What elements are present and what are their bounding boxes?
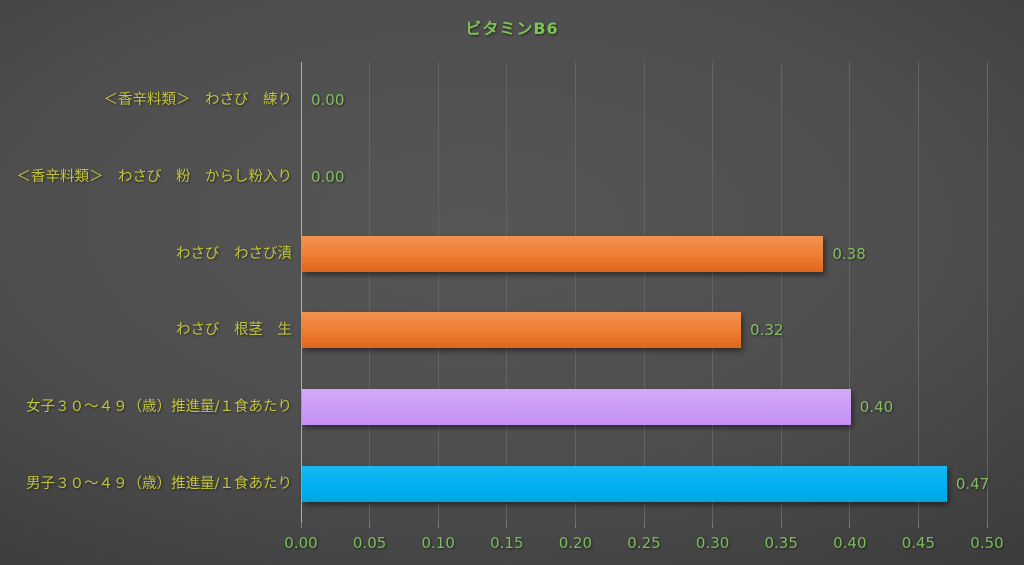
value-label: 0.00 <box>311 91 345 110</box>
x-tick-label: 0.15 <box>490 534 524 552</box>
gridline <box>986 62 988 522</box>
x-tick-label: 0.50 <box>970 534 1004 552</box>
value-label: 0.32 <box>750 321 784 340</box>
gridline <box>369 62 371 522</box>
chart-title: ビタミンB6 <box>465 19 559 38</box>
gridline <box>643 62 645 522</box>
axis-tick <box>917 522 919 528</box>
category-axis: ＜香辛料類＞ わさび 練り ＜香辛料類＞ わさび 粉 からし粉入りわさび わさび漬… <box>0 62 293 522</box>
bar-orange <box>302 312 742 349</box>
bar-orange <box>302 235 824 272</box>
category-label: 女子３０～４９（歳）推進量/１食あたり <box>26 399 292 415</box>
axis-tick <box>986 522 988 528</box>
gridline <box>712 62 714 522</box>
value-label: 0.47 <box>955 474 990 493</box>
category-label: ＜香辛料類＞ わさび 粉 からし粉入り <box>16 169 293 185</box>
gridline <box>574 62 576 522</box>
gridline <box>506 62 508 522</box>
gridline <box>437 62 439 522</box>
axis-tick <box>574 522 576 528</box>
bar-blue <box>302 465 947 502</box>
category-label: わさび わさび漬 <box>176 245 292 262</box>
axis-tick <box>712 522 714 528</box>
category-label: 男子３０～４９（歳）推進量/１食あたり <box>26 475 292 492</box>
x-tick-label: 0.10 <box>421 534 455 552</box>
gridline <box>917 62 919 522</box>
axis-tick <box>643 522 645 528</box>
axis-tick <box>369 522 371 528</box>
plot-area: 0.00 0.05 0.10 0.15 0.20 0.25 0.30 0.35 0.40 0.45… <box>284 62 1004 552</box>
x-tick-label: 0.20 <box>558 534 593 552</box>
x-tick-label: 0.30 <box>695 534 730 552</box>
value-label: 0.40 <box>859 398 894 416</box>
axis-tick <box>849 522 851 528</box>
axis-tick <box>437 522 439 528</box>
axis-tick <box>300 522 302 528</box>
value-label: 0.00 <box>311 168 345 186</box>
x-tick-label: 0.40 <box>833 534 867 552</box>
category-label: わさび 根茎 生 <box>176 322 292 339</box>
axis-tick <box>506 522 508 528</box>
x-tick-label: 0.45 <box>901 534 936 552</box>
x-tick-label: 0.25 <box>627 534 661 552</box>
axis-tick <box>780 522 782 528</box>
value-label: 0.38 <box>832 244 866 263</box>
x-tick-label: 0.00 <box>284 534 318 552</box>
bar-purple <box>302 389 851 425</box>
gridline <box>780 62 782 522</box>
x-tick-label: 0.05 <box>352 534 387 552</box>
x-tick-label: 0.35 <box>764 534 798 552</box>
category-label: ＜香辛料類＞ わさび 練り <box>103 92 293 109</box>
gridline <box>849 62 851 522</box>
y-axis-line <box>300 62 302 522</box>
